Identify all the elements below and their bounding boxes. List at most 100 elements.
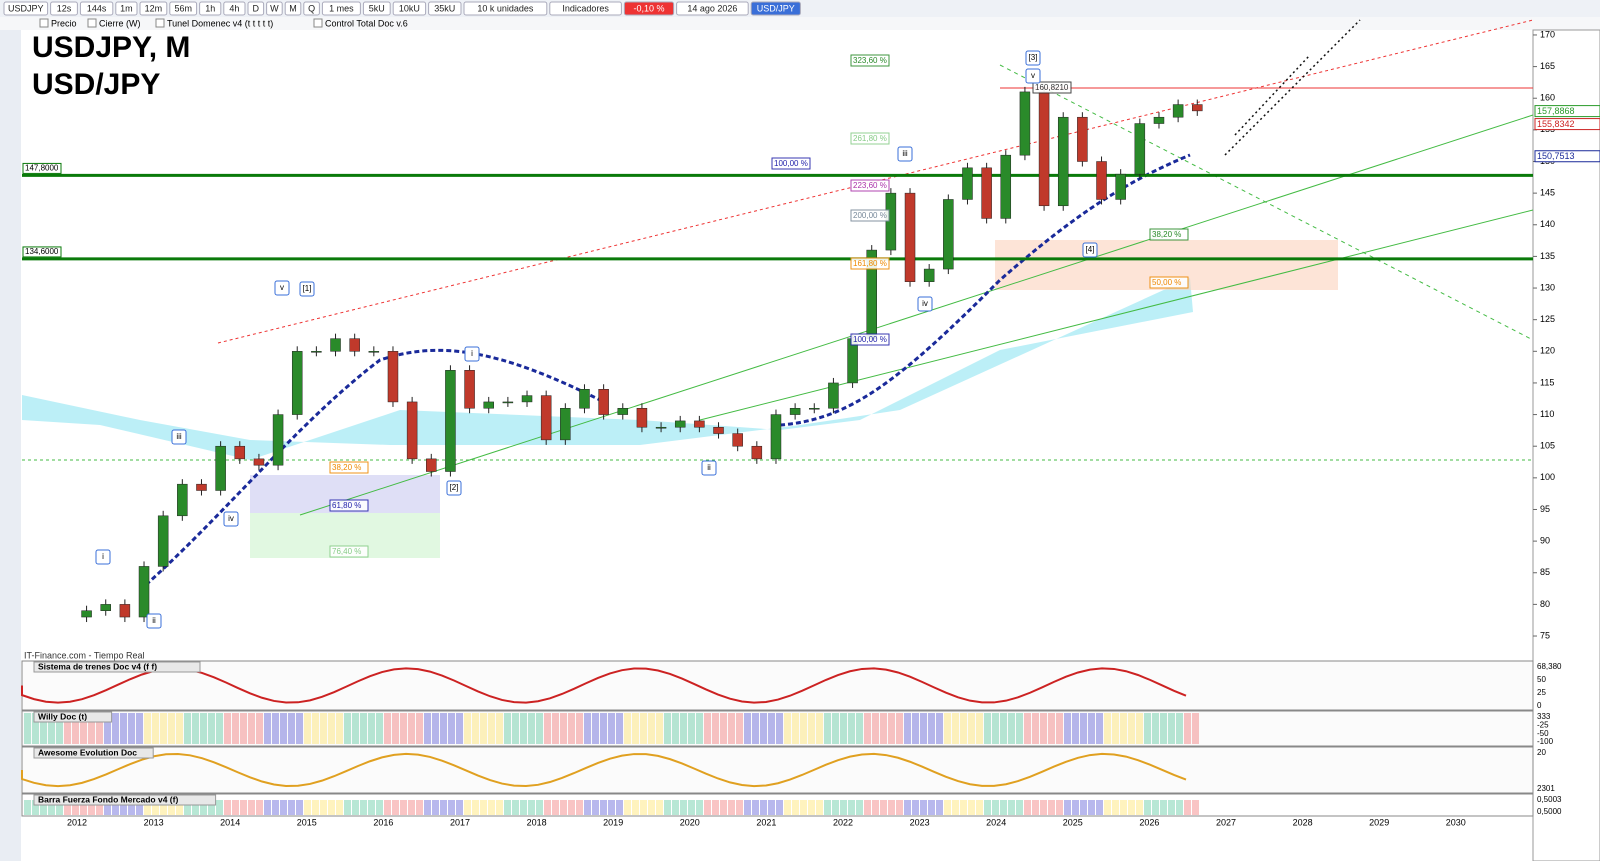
toolbar-label[interactable]: 10 k unidades — [477, 3, 534, 13]
candle — [732, 433, 743, 447]
toolbar-label[interactable]: W — [270, 3, 279, 13]
panel-bar — [240, 800, 247, 815]
panel-bar — [120, 713, 127, 744]
panel-bar — [504, 713, 511, 744]
candle — [1000, 154, 1012, 219]
toolbar-button[interactable] — [115, 1, 138, 16]
panel-scale-label: 68,380 — [1537, 662, 1562, 671]
toolbar-button[interactable] — [750, 1, 801, 16]
panel-bar — [1112, 800, 1119, 815]
toolbar-button[interactable] — [223, 1, 246, 16]
indicator-label[interactable]: Cierre (W) — [99, 18, 141, 28]
candle — [253, 458, 265, 466]
panel-bar — [824, 800, 831, 815]
toolbar-button[interactable] — [463, 1, 548, 16]
fib-tag — [329, 461, 369, 474]
panel-bar — [616, 713, 623, 744]
toolbar-button[interactable] — [303, 1, 320, 16]
toolbar-button[interactable] — [623, 1, 675, 16]
wave-tag — [223, 511, 239, 527]
panel-bar — [208, 713, 215, 744]
toolbar-button[interactable] — [199, 1, 222, 16]
indicator-label[interactable]: Tunel Domenec v4 (t t t t t) — [167, 18, 273, 28]
toolbar-label[interactable]: 1h — [205, 3, 215, 13]
toolbar-label[interactable]: 144s — [87, 3, 107, 13]
panel-bar — [1096, 800, 1103, 815]
toolbar-label[interactable]: 1 mes — [329, 3, 354, 13]
x-tick-label: 2018 — [527, 817, 547, 827]
panel-bar — [1016, 713, 1023, 744]
candle — [368, 351, 380, 353]
x-tick-label: 2016 — [373, 817, 393, 827]
panel-bar — [1120, 713, 1127, 744]
toolbar-label[interactable]: USD/JPY — [757, 3, 795, 13]
panel-bar — [968, 713, 975, 744]
toolbar-label[interactable]: 12s — [57, 3, 72, 13]
toolbar-button[interactable] — [428, 1, 462, 16]
indicator-label[interactable]: Precio — [51, 18, 77, 28]
toolbar-button[interactable] — [247, 1, 265, 16]
panel-bar — [184, 713, 191, 744]
toolbar-button[interactable] — [139, 1, 168, 16]
panel-bar — [912, 713, 919, 744]
toolbar-label[interactable]: Indicadores — [562, 3, 609, 13]
y-tick-label: 165 — [1540, 61, 1555, 71]
toolbar-label[interactable]: M — [289, 3, 297, 13]
panel-bar — [664, 800, 671, 815]
toolbar-button[interactable] — [362, 1, 391, 16]
x-tick-label: 2013 — [144, 817, 164, 827]
panel-bar — [56, 713, 63, 744]
indicator-checkbox[interactable] — [39, 18, 49, 28]
indicator-label[interactable]: Control Total Doc v.6 — [325, 18, 408, 28]
panel-bar — [736, 713, 743, 744]
toolbar-button[interactable] — [321, 1, 361, 16]
panel-bar — [616, 800, 623, 815]
toolbar-label[interactable]: 5kU — [369, 3, 385, 13]
panel-bar — [744, 713, 751, 744]
panel-bar — [1072, 713, 1079, 744]
panel-bar — [96, 713, 103, 744]
panel-bar — [480, 800, 487, 815]
toolbar-button[interactable] — [79, 1, 114, 16]
toolbar-button[interactable] — [3, 1, 49, 16]
candle — [1077, 116, 1088, 162]
indicator-checkbox[interactable] — [155, 18, 165, 28]
panel-bar — [760, 713, 767, 744]
panel-bar — [704, 800, 711, 815]
toolbar-label[interactable]: 14 ago 2026 — [687, 3, 737, 13]
toolbar-label[interactable]: USDJPY — [8, 3, 44, 13]
panel-bar — [840, 713, 847, 744]
toolbar-button[interactable] — [266, 1, 283, 16]
toolbar-label[interactable]: 1m — [120, 3, 133, 13]
toolbar-label[interactable]: 10kU — [399, 3, 420, 13]
panel-bar — [800, 800, 807, 815]
panel-bar — [200, 800, 207, 815]
indicator-checkbox[interactable] — [313, 18, 323, 28]
panel-bar — [600, 713, 607, 744]
candle — [540, 395, 552, 441]
toolbar-button[interactable] — [50, 1, 78, 16]
toolbar-label[interactable]: 12m — [145, 3, 163, 13]
panel-bar — [256, 713, 263, 744]
panel-bar — [1064, 713, 1071, 744]
toolbar-button[interactable] — [392, 1, 427, 16]
panel-bar — [496, 713, 503, 744]
toolbar-label[interactable]: Q — [308, 3, 315, 13]
panel-bar — [456, 713, 463, 744]
toolbar-label[interactable]: D — [253, 3, 260, 13]
toolbar-button[interactable] — [549, 1, 622, 16]
panel-bar — [752, 800, 759, 815]
fib-tag — [1149, 276, 1189, 289]
toolbar-button[interactable] — [169, 1, 198, 16]
toolbar-button[interactable] — [284, 1, 302, 16]
toolbar-label[interactable]: 4h — [229, 3, 239, 13]
toolbar-label[interactable]: 35kU — [434, 3, 455, 13]
panel-bar — [64, 713, 71, 744]
x-tick-label: 2026 — [1139, 817, 1159, 827]
toolbar-label[interactable]: -0,10 % — [633, 3, 664, 13]
panel-bar — [648, 713, 655, 744]
toolbar-label[interactable]: 56m — [174, 3, 192, 13]
wave-tag — [1082, 242, 1098, 258]
indicator-checkbox[interactable] — [87, 18, 97, 28]
toolbar-button[interactable] — [676, 1, 749, 16]
